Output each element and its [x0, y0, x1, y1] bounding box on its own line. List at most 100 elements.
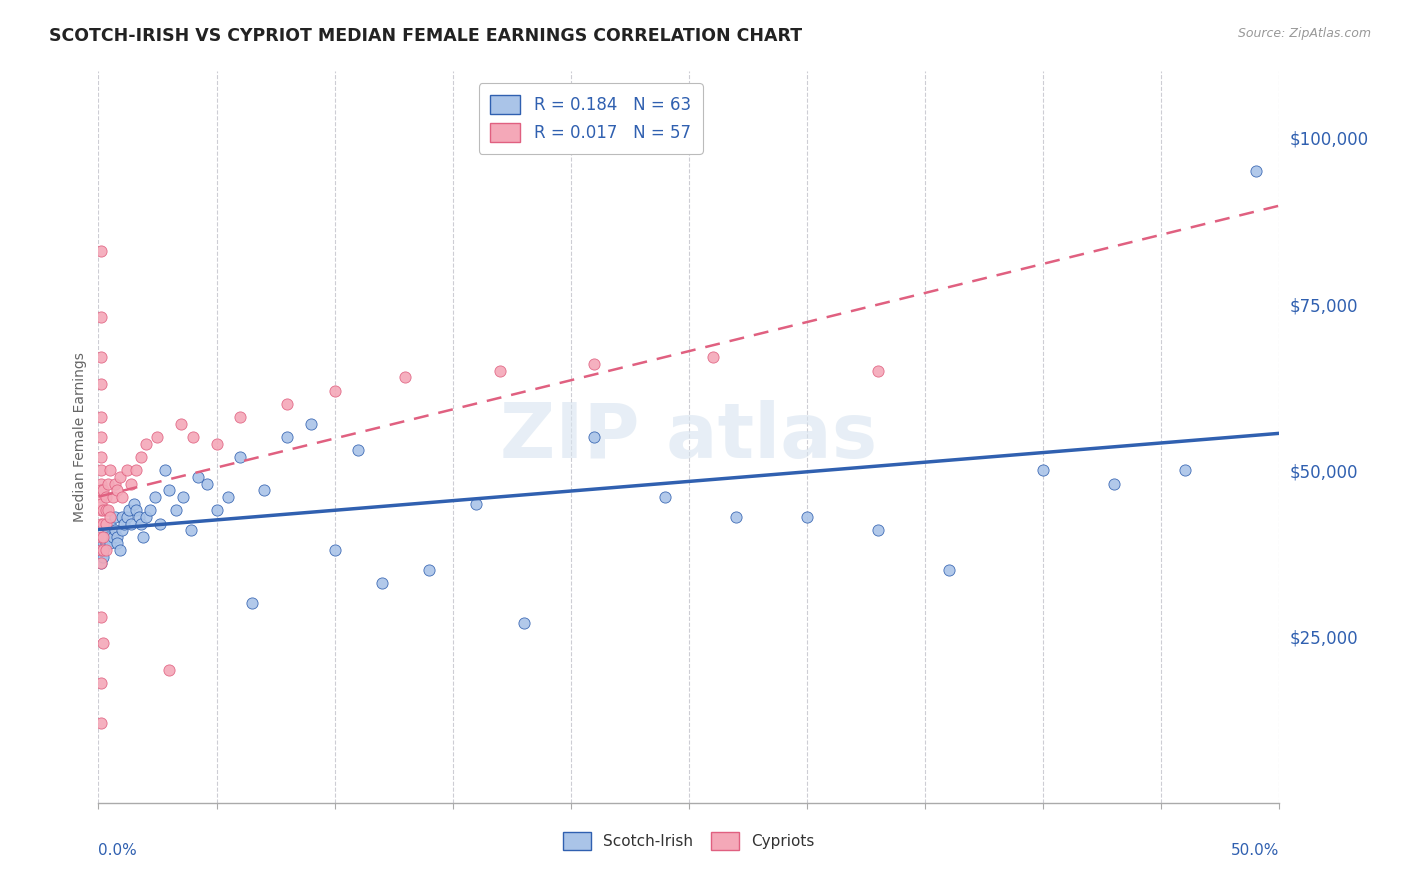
- Point: [91, 483, 114, 498]
- Point: [97, 523, 120, 537]
- Point: [90, 410, 112, 425]
- Point: [98, 463, 121, 477]
- Point: [90, 497, 112, 511]
- Point: [465, 497, 488, 511]
- Point: [108, 470, 131, 484]
- Point: [90, 609, 112, 624]
- Point: [129, 450, 152, 464]
- Point: [583, 430, 606, 444]
- Point: [240, 596, 263, 610]
- Point: [195, 476, 218, 491]
- Point: [146, 430, 169, 444]
- Point: [104, 509, 127, 524]
- Point: [90, 430, 112, 444]
- Point: [323, 543, 346, 558]
- Point: [172, 490, 194, 504]
- Point: [105, 483, 128, 498]
- Point: [108, 543, 131, 558]
- Point: [149, 516, 172, 531]
- Point: [132, 530, 155, 544]
- Point: [90, 483, 112, 498]
- Point: [90, 351, 112, 365]
- Point: [94, 503, 117, 517]
- Y-axis label: Median Female Earnings: Median Female Earnings: [73, 352, 87, 522]
- Point: [583, 357, 606, 371]
- Point: [90, 310, 112, 325]
- Point: [90, 543, 112, 558]
- Point: [90, 676, 112, 690]
- Point: [796, 509, 818, 524]
- Text: Source: ZipAtlas.com: Source: ZipAtlas.com: [1237, 27, 1371, 40]
- Legend: Scotch-Irish, Cypriots: Scotch-Irish, Cypriots: [555, 824, 823, 857]
- Point: [187, 470, 209, 484]
- Point: [205, 436, 228, 450]
- Text: 50.0%: 50.0%: [1232, 843, 1279, 858]
- Point: [253, 483, 276, 498]
- Point: [94, 516, 117, 531]
- Point: [90, 543, 112, 558]
- Point: [512, 616, 534, 631]
- Point: [1174, 463, 1197, 477]
- Point: [276, 397, 298, 411]
- Point: [170, 417, 193, 431]
- Point: [1244, 164, 1267, 178]
- Point: [394, 370, 416, 384]
- Point: [90, 530, 112, 544]
- Point: [98, 536, 121, 550]
- Point: [91, 636, 114, 650]
- Point: [139, 503, 162, 517]
- Point: [205, 503, 228, 517]
- Point: [97, 503, 120, 517]
- Point: [97, 476, 120, 491]
- Point: [489, 363, 512, 377]
- Point: [91, 530, 114, 544]
- Point: [111, 490, 134, 504]
- Point: [90, 557, 112, 571]
- Point: [125, 503, 148, 517]
- Point: [91, 536, 114, 550]
- Point: [115, 463, 138, 477]
- Point: [418, 563, 440, 577]
- Point: [90, 244, 112, 258]
- Point: [91, 516, 114, 531]
- Point: [229, 450, 252, 464]
- Point: [90, 716, 112, 731]
- Point: [938, 563, 960, 577]
- Point: [90, 376, 112, 391]
- Point: [866, 363, 889, 377]
- Point: [94, 543, 117, 558]
- Point: [229, 410, 252, 425]
- Point: [91, 549, 114, 564]
- Point: [143, 490, 166, 504]
- Point: [90, 516, 112, 531]
- Point: [128, 509, 150, 524]
- Point: [90, 503, 112, 517]
- Point: [98, 516, 121, 531]
- Point: [135, 509, 157, 524]
- Point: [118, 503, 141, 517]
- Point: [104, 523, 127, 537]
- Point: [105, 536, 128, 550]
- Point: [323, 384, 346, 398]
- Point: [101, 530, 124, 544]
- Point: [1102, 476, 1125, 491]
- Point: [180, 523, 202, 537]
- Point: [181, 430, 204, 444]
- Point: [94, 490, 117, 504]
- Point: [94, 530, 117, 544]
- Point: [1032, 463, 1054, 477]
- Point: [90, 490, 112, 504]
- Point: [654, 490, 676, 504]
- Point: [94, 536, 117, 550]
- Point: [90, 450, 112, 464]
- Point: [121, 516, 143, 531]
- Point: [90, 476, 112, 491]
- Point: [121, 476, 143, 491]
- Point: [347, 443, 370, 458]
- Point: [135, 436, 157, 450]
- Point: [91, 543, 114, 558]
- Point: [157, 483, 180, 498]
- Point: [122, 497, 145, 511]
- Point: [90, 557, 112, 571]
- Point: [165, 503, 187, 517]
